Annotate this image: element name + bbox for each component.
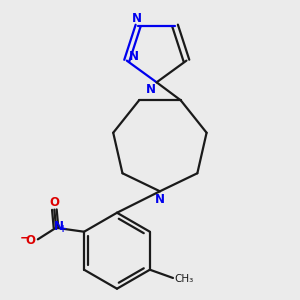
Text: N: N xyxy=(54,220,64,233)
Text: O: O xyxy=(50,196,59,209)
Text: CH₃: CH₃ xyxy=(174,274,194,284)
Text: N: N xyxy=(131,12,142,25)
Text: +: + xyxy=(59,224,67,234)
Text: −: − xyxy=(20,231,31,244)
Text: N: N xyxy=(155,193,165,206)
Text: N: N xyxy=(146,83,156,96)
Text: N: N xyxy=(129,50,139,63)
Text: O: O xyxy=(26,235,36,248)
